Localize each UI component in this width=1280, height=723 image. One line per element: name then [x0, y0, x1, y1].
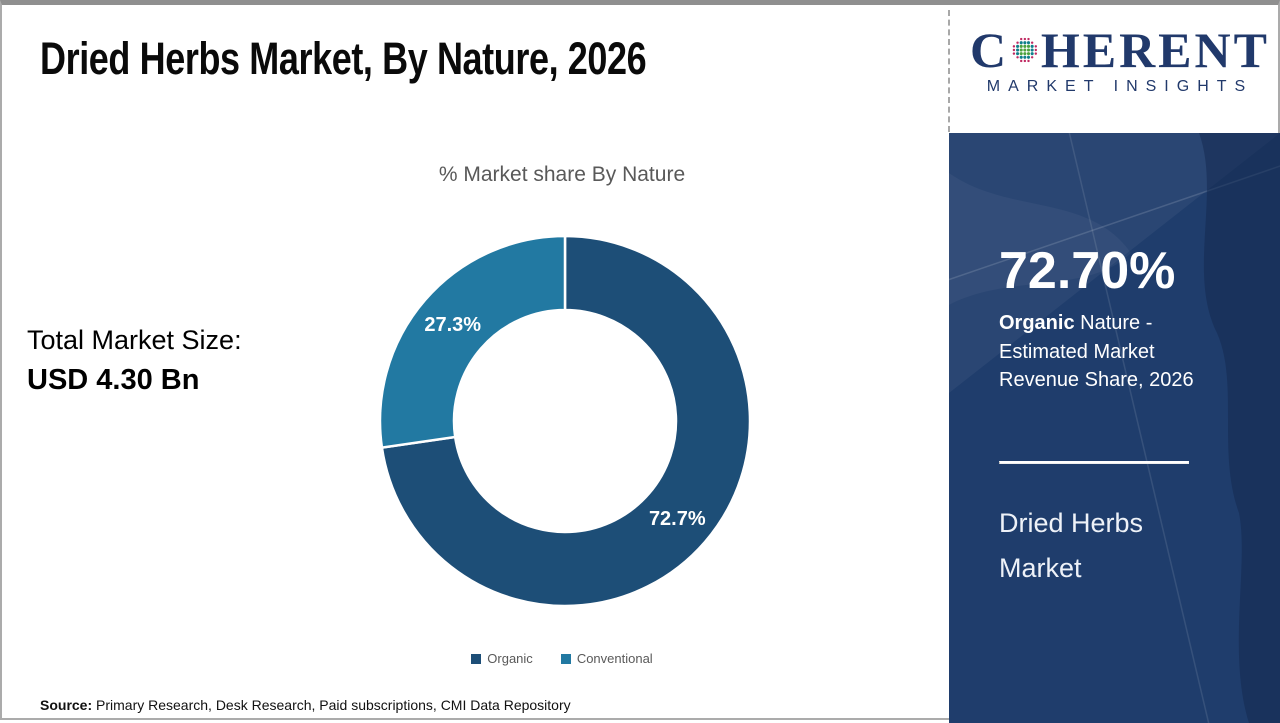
- logo-letter-c: C: [970, 22, 1010, 78]
- slice-organic: [380, 234, 752, 608]
- legend-item-conventional: Conventional: [560, 651, 653, 666]
- legend-label-organic: Organic: [487, 651, 533, 666]
- stat-value: 72.70%: [999, 242, 1176, 300]
- highlight-panel: 72.70% Organic Nature - Estimated Market…: [949, 133, 1280, 723]
- stat-description: Organic Nature - Estimated Market Revenu…: [999, 309, 1217, 395]
- stat-description-rest: Nature - Estimated Market Revenue Share,…: [999, 312, 1194, 391]
- slice-label-organic: 72.7%: [649, 508, 706, 530]
- legend-item-organic: Organic: [471, 651, 533, 666]
- source-note: Source: Primary Research, Desk Research,…: [40, 697, 571, 713]
- logo-wordmark: C HERENT: [970, 25, 1270, 75]
- stat-description-segment: Organic: [999, 312, 1075, 334]
- panel-map-texture: [949, 133, 1280, 723]
- logo-letters-herent: HERENT: [1040, 22, 1270, 78]
- slice-label-conventional: 27.3%: [424, 314, 481, 336]
- chart-legend: Organic Conventional: [322, 651, 802, 666]
- source-label: Source:: [40, 697, 93, 713]
- legend-swatch-organic: [471, 653, 482, 664]
- header-divider: [948, 10, 950, 132]
- legend-label-conventional: Conventional: [576, 651, 653, 666]
- chart-title: % Market share By Nature: [438, 163, 686, 186]
- page-title: Dried Herbs Market, By Nature, 2026: [40, 33, 647, 84]
- market-name: Dried Herbs Market: [999, 508, 1144, 583]
- logo-globe-icon: [1012, 37, 1038, 63]
- panel-divider: [999, 461, 1189, 464]
- total-market-size-value: USD 4.30 Bn: [27, 364, 200, 396]
- total-market-size: Total Market Size: USD 4.30 Bn: [27, 325, 242, 397]
- total-market-size-label: Total Market Size:: [27, 325, 242, 355]
- donut-chart: 72.7% 27.3%: [365, 221, 765, 621]
- slice-conventional: [378, 234, 567, 450]
- logo-subtitle: MARKET INSIGHTS: [986, 78, 1254, 95]
- legend-swatch-conventional: [560, 653, 571, 664]
- company-logo: C HERENT MARKET INSIGHTS: [970, 25, 1270, 96]
- source-text: Primary Research, Desk Research, Paid su…: [96, 697, 571, 713]
